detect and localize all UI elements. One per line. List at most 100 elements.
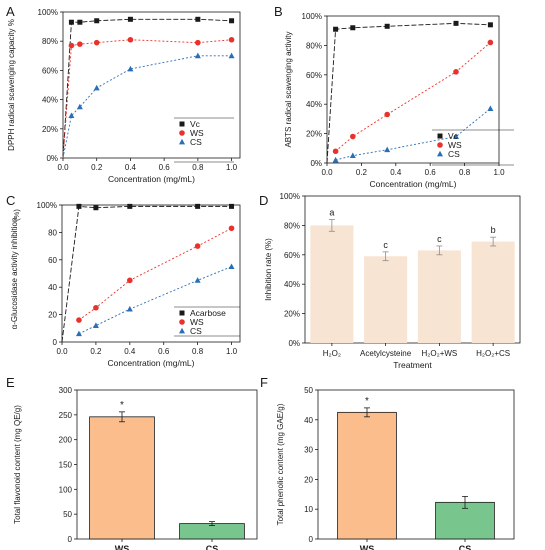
y-axis-title: ABTS radical scavenging activity (284, 31, 293, 147)
x-tick-label: 0.0 (321, 168, 333, 177)
plot-frame (304, 195, 521, 344)
data-point-cs (75, 330, 82, 337)
data-point-ws (228, 36, 235, 43)
data-point-cs (127, 65, 134, 72)
x-axis-title: Concentration (mg/mL) (108, 174, 195, 184)
x-tick-label: 0.2 (90, 347, 102, 356)
panel-f: 0 10 20 30 40 50 WS * CS Total phenolic content (… (276, 386, 515, 550)
x-axis-title: Treatment (393, 360, 432, 370)
y-axis-title: DPPH radical scavenging capacity % (7, 19, 16, 151)
data-point-acarbose (127, 203, 133, 209)
bar-h₂o₂ (310, 225, 354, 343)
data-point-cs (194, 277, 201, 283)
category-label: H₂O₂ (323, 349, 341, 358)
plot-frame (326, 15, 500, 164)
legend-label: WS (190, 128, 204, 138)
data-point-ws (127, 36, 134, 43)
panel-letter-d: D (259, 193, 268, 208)
legend-marker-vc (437, 133, 443, 139)
legend-marker-ws (437, 142, 443, 148)
panel-e: 0 50 100 150 200 250 300 WS * CS Total flavonoid c… (13, 386, 258, 550)
data-point-ws (332, 148, 339, 155)
series-line-cs (62, 55, 232, 159)
panel-b: 0.0 0.2 0.4 0.6 0.8 1.0 0% 20% 40% 60% 80% 100% Conc… (284, 12, 514, 189)
legend-label: Vc (448, 131, 459, 141)
data-point-vc (333, 26, 339, 32)
legend-marker-cs (179, 138, 185, 145)
series-line-cs (78, 266, 232, 335)
legend-marker-cs (437, 150, 443, 157)
series-line-cs (335, 108, 491, 161)
series-line-ws (335, 42, 491, 152)
legend-marker-ws (179, 319, 185, 325)
panel-d: 0% 20% 40% 60% 80% 100% H₂O₂ a Acetylcysteine c H₂… (264, 192, 521, 370)
category-label: H₂O₂+CS (476, 349, 510, 358)
y-tick-label: 30 (304, 446, 313, 455)
legend-marker-ws (179, 130, 185, 136)
y-tick-label: 20 (304, 475, 313, 484)
y-tick-label: 0 (68, 535, 73, 544)
significance-label: a (329, 208, 334, 218)
y-tick-label: 60 (48, 256, 57, 265)
x-axis-title: Concentration (mg/mL) (108, 358, 195, 368)
y-tick-label: 150 (59, 461, 73, 470)
y-tick-label: 100% (302, 12, 322, 21)
category-label: WS (360, 544, 375, 550)
legend-label: CS (448, 149, 460, 159)
y-tick-label: 300 (59, 386, 73, 395)
legend-label: CS (190, 137, 202, 147)
panel-a: 0.0 0.2 0.4 0.6 0.8 1.0 0% 20% 40% 60% 80% 100% Conc… (7, 8, 241, 184)
data-point-cs (194, 52, 201, 59)
y-tick-label: 100 (59, 485, 73, 494)
data-point-vc (229, 18, 235, 24)
y-axis-title: α-Glucosidase activity inhibition (10, 218, 19, 330)
x-tick-label: 0.4 (390, 168, 402, 177)
y-tick-label: 100% (280, 192, 300, 201)
significance-label: * (365, 396, 369, 407)
y-tick-label: 0% (46, 154, 58, 163)
plot-frame (317, 389, 515, 540)
data-point-cs (228, 263, 235, 270)
data-point-ws (76, 317, 82, 323)
legend-label: WS (448, 140, 462, 150)
y-axis-title: Total phenolic content (mg GAE/g) (276, 403, 285, 525)
data-point-acarbose (195, 203, 201, 209)
data-point-cs (453, 133, 459, 139)
panel-letter-f: F (260, 375, 268, 390)
significance-label: c (437, 234, 442, 244)
y-tick-label: 250 (59, 411, 73, 420)
legend-label: CS (190, 326, 202, 336)
data-point-cs (126, 305, 133, 312)
x-tick-label: 1.0 (226, 163, 238, 172)
data-point-ws (194, 243, 201, 249)
category-label: CS (459, 544, 472, 550)
x-tick-label: 0.8 (192, 163, 204, 172)
x-tick-label: 0.4 (124, 347, 136, 356)
x-tick-label: 0.8 (459, 168, 471, 177)
data-point-vc (195, 16, 201, 22)
data-point-ws (127, 277, 133, 284)
y-tick-label: 0% (310, 159, 322, 168)
y-tick-label: 20% (42, 125, 58, 134)
y-tick-label: 80% (306, 41, 322, 50)
x-tick-label: 0.0 (57, 163, 69, 172)
panel-letter-b: B (274, 4, 283, 19)
y-axis-unit: (%) (12, 209, 21, 221)
data-point-cs (384, 146, 391, 153)
series-line-vc (326, 22, 491, 164)
y-axis-title: Total flavonoid content (mg QE/g) (13, 405, 22, 524)
y-tick-label: 40 (304, 416, 313, 425)
series-line-ws (62, 39, 232, 159)
bar-ws (89, 416, 155, 540)
data-point-ws (93, 304, 99, 311)
bar-ws (337, 411, 397, 540)
x-tick-label: 0.6 (425, 168, 437, 177)
y-tick-label: 40% (306, 100, 322, 109)
panel-letter-a: A (6, 4, 15, 19)
data-point-ws (350, 133, 356, 140)
y-tick-label: 60% (306, 71, 322, 80)
data-point-vc (68, 19, 74, 25)
data-point-vc (384, 23, 390, 29)
